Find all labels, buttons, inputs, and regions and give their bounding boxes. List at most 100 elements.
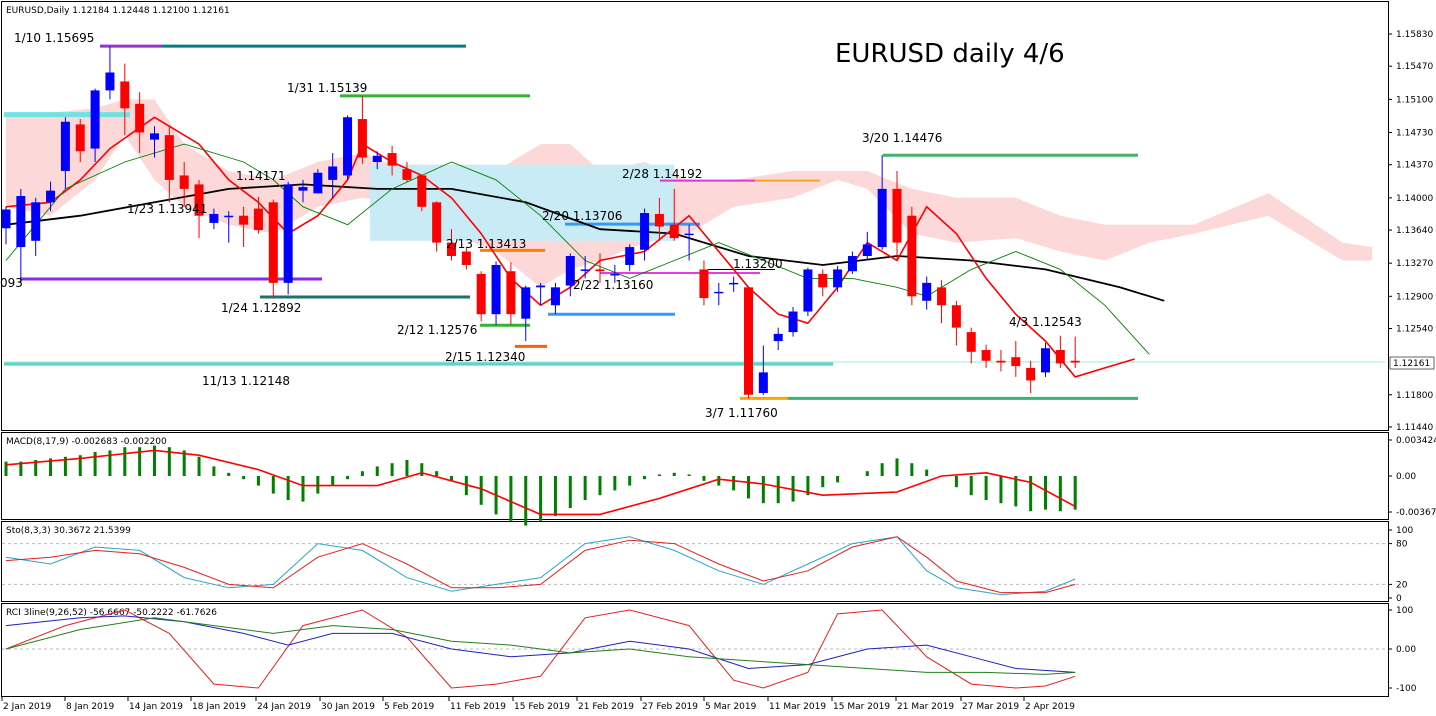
candle-body <box>447 242 456 257</box>
price-tick-label: 1.12900 <box>1396 292 1433 302</box>
candle-body <box>996 360 1006 363</box>
macd-bar <box>1029 476 1033 512</box>
candle-body <box>758 372 768 393</box>
price-annotation: 3/7 1.11760 <box>705 406 778 420</box>
ma-black-line <box>5 183 1165 302</box>
macd-panel <box>4 445 1077 526</box>
sto-label: Sto(8,3,3) 30.3672 21.5399 <box>6 526 131 536</box>
candle-body <box>654 213 664 227</box>
price-annotation: 2/28 1.14192 <box>622 167 702 181</box>
candle-body <box>907 215 917 297</box>
macd-bar <box>182 450 186 476</box>
price-tick-label: 1.14000 <box>1396 194 1433 204</box>
price-tick-label: 1.13640 <box>1396 226 1433 236</box>
macd-bar <box>598 476 602 496</box>
candle-body <box>625 247 635 265</box>
price-annotation: 3/20 1.14476 <box>862 131 942 145</box>
candle-body <box>862 244 872 257</box>
macd-bar <box>34 460 38 476</box>
macd-bar <box>153 445 156 476</box>
candle-body <box>580 269 590 271</box>
macd-bar <box>672 472 676 476</box>
macd-bar <box>1014 476 1018 507</box>
candle-body <box>283 184 293 283</box>
candle-body <box>818 273 828 288</box>
macd-bar <box>360 471 364 476</box>
candle-body <box>357 119 367 158</box>
macd-bar <box>1073 476 1077 510</box>
macd-tick-label: 0.003424 <box>1396 436 1436 446</box>
candle-body <box>550 287 560 306</box>
candle-body <box>239 215 249 225</box>
candle-body <box>1026 367 1036 381</box>
macd-bar <box>910 463 914 476</box>
macd-bar <box>167 447 171 476</box>
macd-bar <box>63 456 67 476</box>
price-annotation: 1/31 1.15139 <box>287 81 367 95</box>
price-annotation: 1.14171 <box>236 169 286 183</box>
macd-bar <box>880 463 884 476</box>
macd-bar <box>197 456 201 476</box>
rci-short-line <box>5 609 1076 689</box>
macd-bar <box>420 463 424 476</box>
sto-tick-label: 80 <box>1396 540 1408 550</box>
price-annotation: 1/23 1.13941 <box>127 202 207 216</box>
macd-bar <box>286 476 290 500</box>
date-tick-label: 5 Mar 2019 <box>705 702 757 712</box>
candle-body <box>209 213 219 223</box>
candle-body <box>253 208 263 231</box>
chikou-line <box>5 143 1150 355</box>
candle-body <box>343 117 353 176</box>
date-tick-label: 21 Mar 2019 <box>897 702 954 712</box>
macd-bar <box>865 471 869 476</box>
price-annotation: 2/20 1.13706 <box>542 209 622 223</box>
candle-body <box>461 251 471 265</box>
candle-body <box>31 202 41 241</box>
macd-bar <box>390 463 394 476</box>
price-tick-label: 1.13270 <box>1396 259 1433 269</box>
candle-body <box>298 187 308 191</box>
candle-body <box>1 209 11 229</box>
candle-body <box>1055 350 1065 364</box>
price-annotation: 2/13 1.13413 <box>446 237 526 251</box>
macd-bar <box>93 452 97 476</box>
candle-body <box>937 287 947 306</box>
macd-bar <box>138 447 142 476</box>
macd-bar <box>405 460 409 476</box>
candle-body <box>610 273 620 276</box>
candle-body <box>699 269 709 299</box>
sto-d-line <box>5 536 1076 594</box>
candle-body <box>105 72 115 91</box>
macd-bar <box>227 472 231 476</box>
candle-body <box>684 233 694 236</box>
candle-body <box>60 121 70 171</box>
date-axis: 2 Jan 2019 8 Jan 2019 14 Jan 2019 18 Jan 20… <box>1 697 1075 712</box>
price-tick-label: 1.14730 <box>1396 128 1433 138</box>
price-annotation: 2/15 1.12340 <box>445 350 525 364</box>
price-tick-label: 1.12540 <box>1396 325 1433 335</box>
rci-tick-label: 0.00 <box>1396 645 1416 655</box>
symbol-info: EURUSD,Daily 1.12184 1.12448 1.12100 1.1… <box>6 6 230 16</box>
candle-body <box>224 215 234 218</box>
candle-body <box>1011 357 1021 367</box>
sto-tick-label: 20 <box>1396 580 1408 590</box>
macd-bar <box>108 450 112 476</box>
macd-bar <box>553 476 557 516</box>
macd-bar <box>806 476 810 496</box>
rci-tick-label: -100 <box>1396 684 1417 694</box>
macd-bar <box>316 476 320 494</box>
macd-label: MACD(8,17,9) -0.002683 -0.002200 <box>6 437 167 447</box>
date-tick-label: 15 Feb 2019 <box>514 702 570 712</box>
candle-body <box>90 90 100 149</box>
date-tick-label: 24 Jan 2019 <box>257 702 311 712</box>
macd-bar <box>49 458 53 476</box>
macd-bar <box>271 476 275 494</box>
macd-bar <box>509 476 513 521</box>
candle-body <box>417 175 427 207</box>
candle-body <box>714 291 724 294</box>
candle-body <box>328 166 338 180</box>
date-tick-label: 14 Jan 2019 <box>129 702 183 712</box>
sto-k-line <box>5 536 1076 596</box>
candle-body <box>640 213 650 250</box>
rci-mid-line <box>5 615 1076 673</box>
